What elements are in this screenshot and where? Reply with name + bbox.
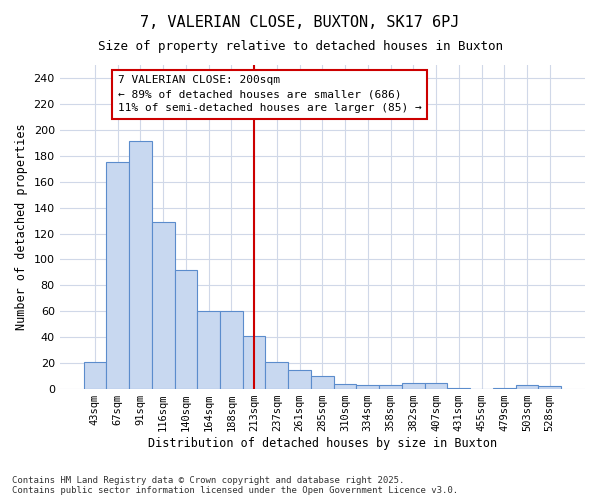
Bar (106, 162, 129, 389)
Bar (83, 362, 106, 389)
X-axis label: Distribution of detached houses by size in Buxton: Distribution of detached houses by size … (148, 437, 497, 450)
Bar (448, 388, 470, 389)
Bar (538, 386, 561, 389)
Text: Size of property relative to detached houses in Buxton: Size of property relative to detached ho… (97, 40, 503, 53)
Text: 7, VALERIAN CLOSE, BUXTON, SK17 6PJ: 7, VALERIAN CLOSE, BUXTON, SK17 6PJ (140, 15, 460, 30)
Bar (129, 142, 152, 389)
Bar (425, 382, 448, 389)
Y-axis label: Number of detached properties: Number of detached properties (15, 124, 28, 330)
Bar (197, 312, 220, 389)
Bar (402, 382, 425, 389)
Bar (243, 336, 265, 389)
Bar (356, 385, 379, 389)
Bar (515, 385, 538, 389)
Bar (493, 388, 515, 389)
Bar (152, 222, 175, 389)
Bar (220, 312, 243, 389)
Bar (379, 385, 402, 389)
Bar (311, 376, 334, 389)
Bar (265, 362, 288, 389)
Bar (175, 270, 197, 389)
Text: Contains HM Land Registry data © Crown copyright and database right 2025.
Contai: Contains HM Land Registry data © Crown c… (12, 476, 458, 495)
Bar (288, 370, 311, 389)
Text: 7 VALERIAN CLOSE: 200sqm
← 89% of detached houses are smaller (686)
11% of semi-: 7 VALERIAN CLOSE: 200sqm ← 89% of detach… (118, 76, 421, 114)
Bar (334, 384, 356, 389)
